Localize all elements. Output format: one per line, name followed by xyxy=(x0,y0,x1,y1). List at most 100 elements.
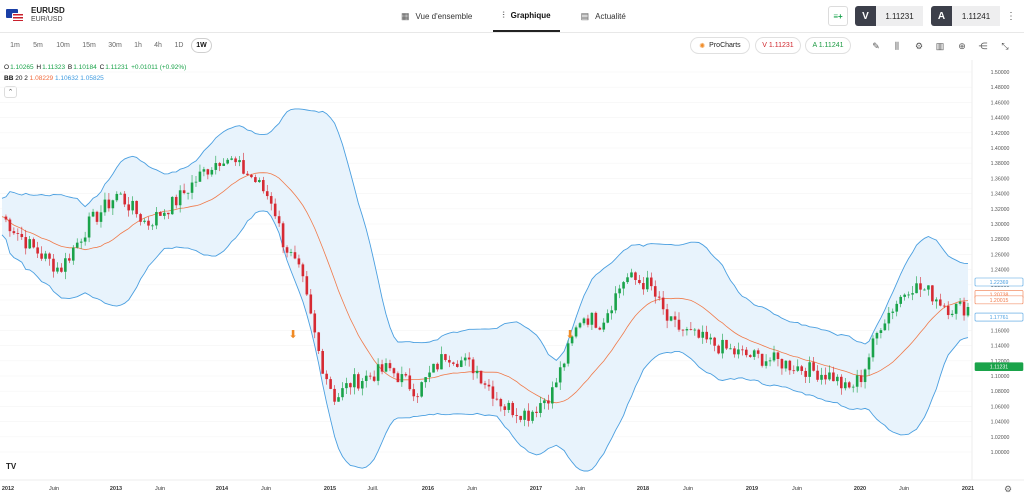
close-label: C xyxy=(99,64,105,71)
candle-body xyxy=(297,258,301,265)
candle-body xyxy=(788,360,792,371)
add-compare-icon[interactable]: ⊕ xyxy=(958,40,966,51)
candle-body xyxy=(52,258,55,272)
chart-sell-button[interactable]: V 1.11231 xyxy=(755,37,801,54)
indicators-icon[interactable]: ▥ xyxy=(935,40,945,51)
y-tick-label: 1.28000 xyxy=(991,237,1010,243)
candle-body xyxy=(198,171,202,182)
candle-body xyxy=(463,357,467,361)
candle-body xyxy=(68,258,71,261)
price-tag-label: 1.20015 xyxy=(990,298,1009,304)
y-tick-label: 1.50000 xyxy=(991,70,1010,76)
candle-body xyxy=(792,370,796,372)
tradingview-logo-icon[interactable]: TV xyxy=(6,462,17,471)
candle-body xyxy=(907,294,910,296)
x-tick-label: Juill. xyxy=(367,486,378,492)
candle-body xyxy=(444,354,447,360)
x-tick-label: 2014 xyxy=(216,486,229,492)
collapse-fullscreen-icon[interactable]: ⤡ xyxy=(1001,40,1009,51)
candle-body xyxy=(432,363,435,373)
candle-body xyxy=(111,200,115,209)
candle-body xyxy=(673,316,677,320)
candle-body xyxy=(210,169,214,175)
x-tick-label: Juin xyxy=(261,486,271,492)
settings-gear-icon[interactable]: ⚙ xyxy=(914,40,924,51)
candle-body xyxy=(744,349,748,356)
candle-body xyxy=(950,313,954,316)
candle-body xyxy=(642,283,645,290)
watchlist-add-button[interactable]: ≡+ xyxy=(828,6,848,26)
candle-body xyxy=(566,343,570,364)
tab-overview-label: Vue d'ensemble xyxy=(415,11,473,21)
candle-body xyxy=(812,362,815,371)
candle-body xyxy=(681,329,685,331)
sell-price[interactable]: 1.11231 xyxy=(876,6,923,26)
timeframe-5m[interactable]: 5m xyxy=(33,42,43,49)
x-tick-label: Juin xyxy=(155,486,165,492)
candle-body xyxy=(578,323,582,328)
candle-body xyxy=(166,212,170,215)
x-tick-label: 2015 xyxy=(324,486,336,492)
candle-body xyxy=(966,306,970,316)
price-chart[interactable]: 1.50000 1.48000 1.46000 1.44000 1.42000 1.400… xyxy=(0,60,1024,498)
collapse-legend-icon[interactable]: ⌃ xyxy=(4,86,17,98)
candle-body xyxy=(796,366,800,371)
candle-body xyxy=(75,242,79,248)
candle-body xyxy=(535,411,538,413)
high-value: 1.11323 xyxy=(42,64,66,71)
timeframe-1w[interactable]: 1W xyxy=(191,38,212,53)
candle-body xyxy=(250,174,253,178)
sell-button[interactable]: V xyxy=(855,6,876,26)
draw-pencil-icon[interactable]: ✎ xyxy=(872,40,880,51)
timeframe-10m[interactable]: 10m xyxy=(56,42,70,49)
candle-body xyxy=(507,402,511,410)
prochart-button[interactable]: ✺ ProCharts xyxy=(690,37,750,54)
candle-body xyxy=(119,193,123,195)
candle-body xyxy=(269,196,273,204)
candle-body xyxy=(515,415,518,416)
timeframe-30m[interactable]: 30m xyxy=(108,42,122,49)
candle-body xyxy=(360,381,364,389)
candle-body xyxy=(182,190,186,194)
symbol-header[interactable]: EURUSD EUR/USD xyxy=(6,6,65,24)
candle-body xyxy=(491,386,495,399)
candle-type-icon[interactable]: ⫼ xyxy=(894,40,900,51)
timeframe-1d[interactable]: 1D xyxy=(174,42,184,49)
candle-body xyxy=(48,253,51,259)
candle-body xyxy=(95,211,99,222)
buy-button[interactable]: A xyxy=(931,6,952,26)
candle-body xyxy=(341,388,344,398)
candle-body xyxy=(748,355,752,357)
y-tick-label: 1.16000 xyxy=(991,328,1010,334)
timeframe-1h[interactable]: 1h xyxy=(134,42,142,49)
tab-overview[interactable]: ▦ Vue d'ensemble xyxy=(392,0,481,32)
y-tick-label: 1.48000 xyxy=(991,85,1010,91)
timeframe-1m[interactable]: 1m xyxy=(10,42,20,49)
chart-settings-icon[interactable]: ⚙ xyxy=(1004,484,1013,494)
buy-price[interactable]: 1.11241 xyxy=(952,6,1000,26)
candle-body xyxy=(194,181,198,183)
timeframe-4h[interactable]: 4h xyxy=(154,42,162,49)
open-value: 1.10265 xyxy=(10,64,34,71)
candle-body xyxy=(151,225,154,227)
share-icon[interactable]: ⋲ xyxy=(978,40,988,51)
candle-body xyxy=(800,366,804,371)
more-options-icon[interactable]: ⋮ xyxy=(1006,10,1016,22)
x-tick-label: 2017 xyxy=(530,486,542,492)
candle-body xyxy=(503,406,507,410)
chart-buy-button[interactable]: A 1.11241 xyxy=(805,37,851,54)
tab-news[interactable]: ▤ Actualité xyxy=(572,0,635,32)
timeframe-15m[interactable]: 15m xyxy=(82,42,96,49)
y-tick-label: 1.38000 xyxy=(991,161,1010,167)
candle-body xyxy=(962,301,966,316)
candle-body xyxy=(729,348,732,350)
price-tag-label: 1.20738 xyxy=(990,292,1009,298)
candle-body xyxy=(234,158,237,163)
candle-body xyxy=(459,360,463,367)
bb-legend[interactable]: BB 20 2 1.08229 1.10632 1.05825 xyxy=(4,75,104,82)
candle-body xyxy=(420,382,423,397)
candle-body xyxy=(843,382,847,389)
candle-body xyxy=(871,338,875,358)
tab-chart[interactable]: ⫶ Graphique xyxy=(493,0,560,32)
price-tag-mid xyxy=(974,295,1024,305)
